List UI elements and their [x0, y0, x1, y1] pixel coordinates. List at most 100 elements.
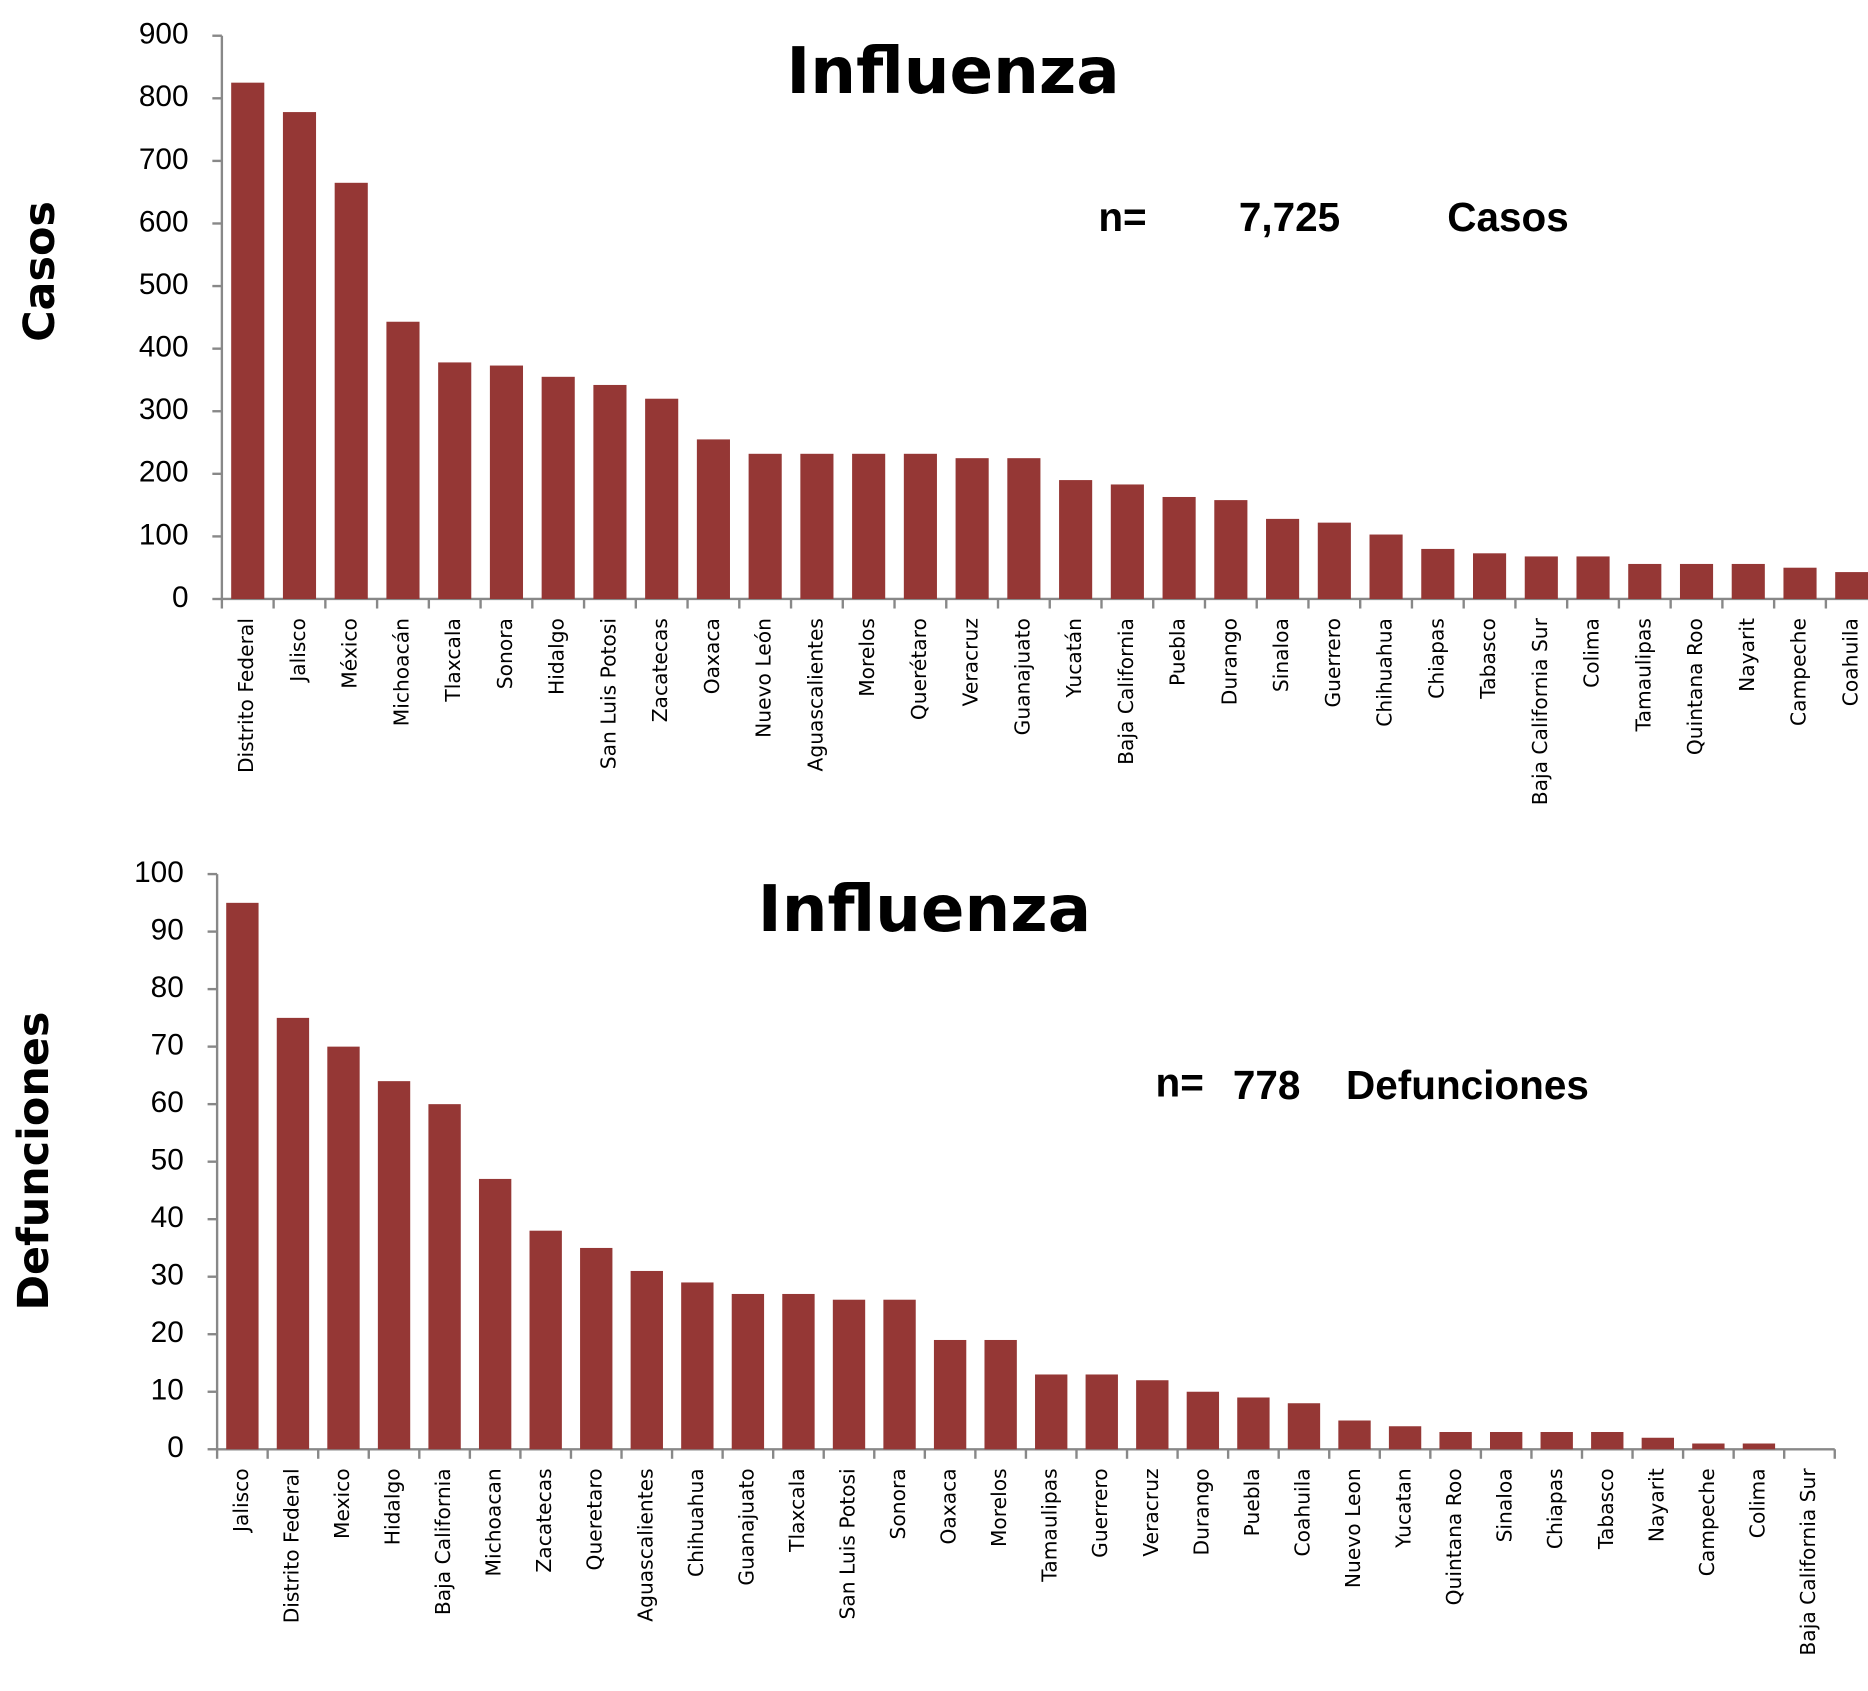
bar [1369, 534, 1403, 599]
x-tick-label: Tlaxcala [441, 618, 465, 703]
bar [428, 1104, 461, 1450]
bar [386, 321, 420, 599]
x-tick-label: Durango [1189, 1468, 1213, 1555]
y-tick-label: 900 [139, 18, 189, 51]
x-tick-label: San Luis Potosi [596, 618, 620, 769]
bar [593, 384, 627, 599]
y-tick-label: 100 [134, 856, 184, 889]
y-tick-label: 0 [167, 1431, 184, 1464]
y-tick-label: 0 [172, 581, 189, 614]
bar [438, 362, 472, 599]
x-tick-label: Guerrero [1088, 1468, 1112, 1558]
x-tick-label: Aguascalientes [803, 618, 827, 771]
bar [529, 1230, 562, 1450]
bar [630, 1270, 663, 1450]
y-tick-label: 100 [139, 518, 189, 551]
bar [1783, 567, 1817, 599]
y-axis-label: Defunciones [9, 1012, 59, 1311]
x-tick-label: Chihuahua [684, 1468, 708, 1577]
x-tick-label: Sinaloa [1493, 1468, 1517, 1542]
x-tick-label: Coahuila [1290, 1468, 1314, 1556]
bar [226, 902, 259, 1450]
y-tick-label: 700 [139, 143, 189, 176]
x-tick-label: Distrito Federal [234, 618, 258, 773]
bar [1576, 556, 1610, 599]
x-tick-label: Durango [1217, 618, 1241, 705]
bar [327, 1046, 360, 1450]
x-tick-label: Oaxaca [700, 618, 724, 694]
bar [1641, 1437, 1675, 1450]
x-tick-label: Nuevo León [752, 618, 776, 738]
x-tick-label: Chihuahua [1373, 618, 1397, 727]
y-tick-label: 600 [139, 205, 189, 238]
bar [1110, 484, 1144, 599]
y-axis-label: Casos [15, 201, 65, 342]
bar [1835, 572, 1868, 599]
bar [276, 1017, 310, 1450]
x-tick-label: Colima [1745, 1468, 1769, 1538]
x-tick-label: Campeche [1695, 1468, 1719, 1576]
x-tick-label: Coahuila [1838, 618, 1862, 706]
bar [1731, 563, 1765, 599]
x-tick-label: Tlaxcala [785, 1468, 809, 1553]
bar [1489, 1432, 1523, 1450]
x-tick-label: San Luis Potosi [836, 1468, 860, 1619]
bar [731, 1293, 765, 1450]
chart-title: Influenza [758, 872, 1091, 947]
x-tick-label: Guanajuato [1010, 618, 1034, 735]
annotation: n= [1155, 1060, 1203, 1106]
x-tick-label: Tabasco [1476, 618, 1500, 700]
bar [800, 453, 834, 599]
x-tick-label: Querétaro [907, 618, 931, 720]
bar [541, 376, 575, 599]
x-tick-label: Hidalgo [381, 1468, 405, 1545]
bar [1338, 1420, 1371, 1450]
x-tick-label: Quintana Roo [1442, 1468, 1466, 1605]
bar [1162, 496, 1196, 599]
x-tick-label: Baja California Sur [1528, 617, 1552, 805]
bar [478, 1178, 512, 1450]
y-tick-label: 400 [139, 331, 189, 364]
x-tick-label: Guanajuato [734, 1468, 758, 1585]
bar [1266, 518, 1300, 599]
bar [1287, 1403, 1321, 1450]
x-tick-label: Puebla [1166, 618, 1190, 686]
bar [1679, 563, 1714, 599]
x-tick-label: Sonora [493, 618, 517, 689]
x-tick-label: Mexico [330, 1468, 354, 1539]
x-tick-label: Morelos [855, 618, 879, 697]
bar [1388, 1426, 1422, 1450]
x-tick-label: Oaxaca [937, 1468, 961, 1544]
x-tick-label: Hidalgo [545, 618, 569, 695]
bar [782, 1293, 815, 1450]
x-tick-label: Zacatecas [532, 1468, 556, 1572]
x-tick-label: Distrito Federal [279, 1468, 303, 1623]
x-tick-label: Puebla [1240, 1468, 1264, 1536]
annotation: 778 [1233, 1062, 1301, 1108]
annotation: n= [1098, 194, 1146, 240]
x-tick-label: Guerrero [1321, 618, 1345, 708]
annotation: 7,725 [1239, 194, 1340, 240]
bar [1591, 1432, 1624, 1450]
bar [955, 458, 989, 599]
x-tick-label: Morelos [987, 1468, 1011, 1547]
bar [334, 182, 368, 599]
bar [1007, 458, 1041, 599]
x-tick-label: Michoacan [482, 1468, 506, 1576]
x-tick-label: Colima [1580, 618, 1604, 688]
bar [1237, 1397, 1270, 1450]
y-tick-label: 50 [151, 1144, 184, 1177]
y-tick-label: 40 [151, 1201, 184, 1234]
x-tick-label: Veracruz [959, 618, 983, 706]
bar [580, 1247, 613, 1450]
y-tick-label: 10 [151, 1374, 184, 1407]
chart-title: Influenza [786, 34, 1119, 109]
x-tick-label: Yucatan [1392, 1468, 1416, 1549]
x-tick-label: Nayarit [1644, 1468, 1668, 1542]
annotation: Defunciones [1346, 1062, 1589, 1108]
x-tick-label: Nayarit [1735, 618, 1759, 692]
y-tick-label: 500 [139, 268, 189, 301]
y-tick-label: 60 [151, 1086, 184, 1119]
y-tick-label: 200 [139, 456, 189, 489]
bar [1214, 500, 1248, 599]
